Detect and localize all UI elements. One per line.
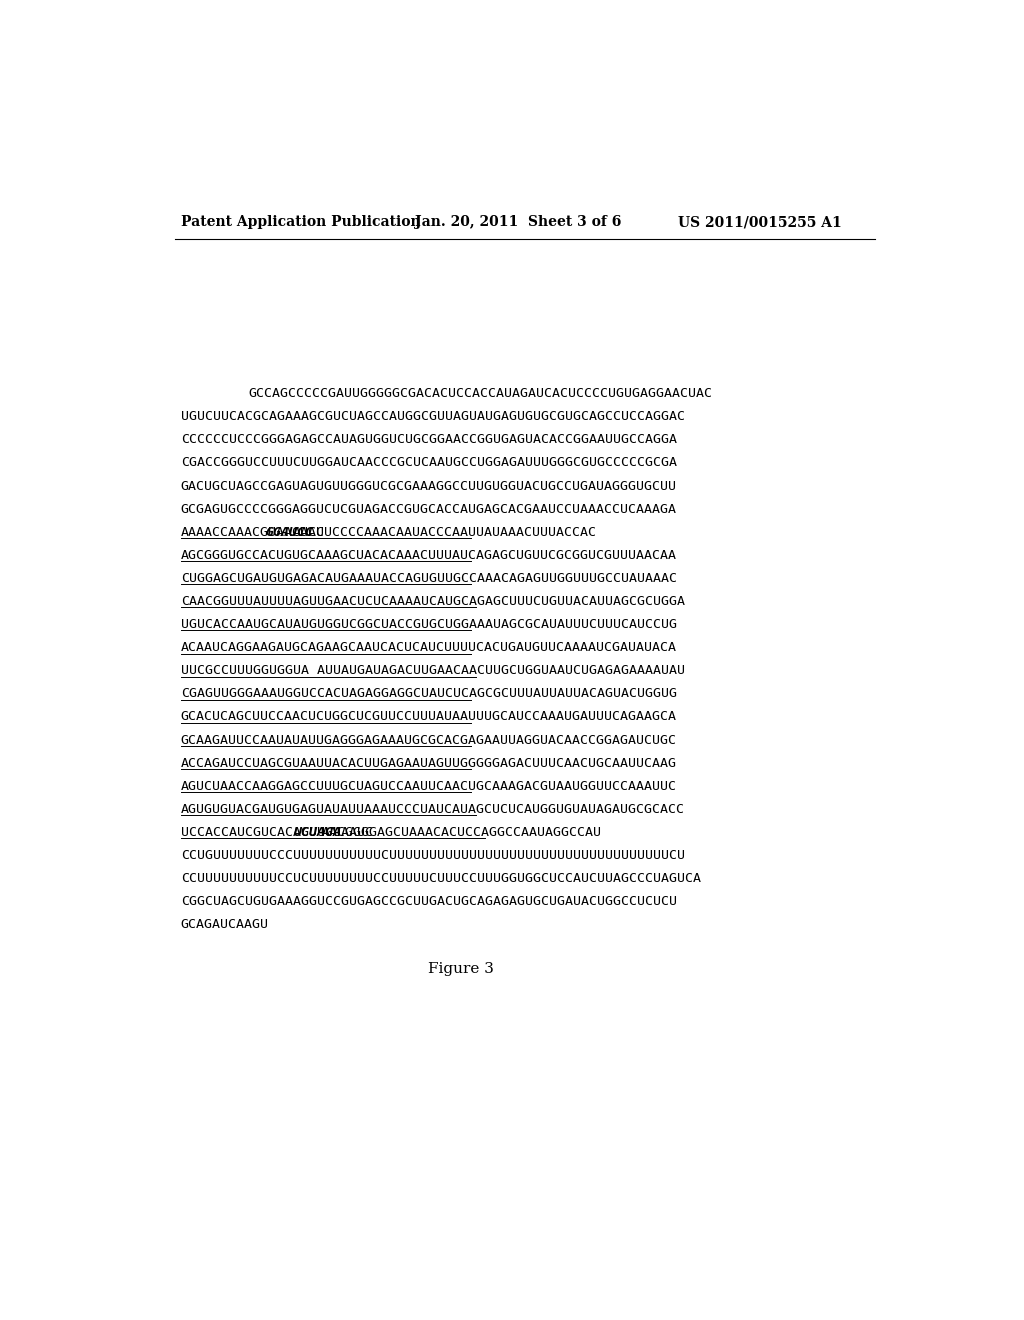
Text: ACCAGAUCCUAGCGUAAUUACACUUGAGAAUAGUUGGGGGAGACUUUCAACUGCAAUUCAAG: ACCAGAUCCUAGCGUAAUUACACUUGAGAAUAGUUGGGGG… <box>180 756 677 770</box>
Text: GACUGCUAGCCGAGUAGUGUUGGGUCGCGAAAGGCCUUGUGGUACUGCCUGAUAGGGUGCUU: GACUGCUAGCCGAGUAGUGUUGGGUCGCGAAAGGCCUUGU… <box>180 479 677 492</box>
Text: GCAGAUCAAGU: GCAGAUCAAGU <box>180 919 268 932</box>
Text: GCCAGCCCCCGAUUGGGGGCGACACUCCACCAUAGAUCACUCCCCUGUGAGGAACUAC: GCCAGCCCCCGAUUGGGGGCGACACUCCACCAUAGAUCAC… <box>248 387 712 400</box>
Text: Figure 3: Figure 3 <box>428 962 495 975</box>
Text: US 2011/0015255 A1: US 2011/0015255 A1 <box>678 215 842 230</box>
Text: UCCACCAUCGUCACAGUUUUAAUC: UCCACCAUCGUCACAGUUUUAAUC <box>180 826 373 840</box>
Text: GCACUCAGCUUCCAACUCUGGCUCGUUCCUUUAUAAUUUGCAUCCAAAUGAUUUCAGAAGCA: GCACUCAGCUUCCAACUCUGGCUCGUUCCUUUAUAAUUUG… <box>180 710 677 723</box>
Text: AUAUUCCCCAAACAAUACCCAAUUAUAAACUUUACCAC: AUAUUCCCCAAACAAUACCCAAUUAUAAACUUUACCAC <box>293 525 597 539</box>
Text: GCAAGAUUCCAAUAUAUUGAGGGAGAAAUGCGCACGAGAAUUAGGUACAACCGGAGAUCUGC: GCAAGAUUCCAAUAUAUUGAGGGAGAAAUGCGCACGAGAA… <box>180 734 677 747</box>
Text: UCUAGA: UCUAGA <box>293 826 341 840</box>
Text: CCCCCCUCCCGGGAGAGCCAUAGUGGUCUGCGGAACCGGUGAGUACACCGGAAUUGCCAGGA: CCCCCCUCCCGGGAGAGCCAUAGUGGUCUGCGGAACCGGU… <box>180 433 677 446</box>
Text: AGUGUGUACGAUGUGAGUAUAUUAAAUCCCUAUCAUAGCUCUCAUGGUGUAUAGAUGCGCACC: AGUGUGUACGAUGUGAGUAUAUUAAAUCCCUAUCAUAGCU… <box>180 803 685 816</box>
Text: CCUUUUUUUUUUCCUCUUUUUUUUCCUUUUUCUUUCCUUUGGUGGCUCCAUCUUAGCCCUAGUCA: CCUUUUUUUUUUCCUCUUUUUUUUCCUUUUUCUUUCCUUU… <box>180 873 700 886</box>
Text: UGUCUUCACGCAGAAAGCGUCUAGCCAUGGCGUUAGUAUGAGUGUGCGUGCAGCCUCCAGGAC: UGUCUUCACGCAGAAAGCGUCUAGCCAUGGCGUUAGUAUG… <box>180 411 685 424</box>
Text: AACGGGGAGCUAAACACUCCAGGCCAAUAGGCCAU: AACGGGGAGCUAAACACUCCAGGCCAAUAGGCCAU <box>322 826 601 840</box>
Text: AGUCUAACCAAGGAGCCUUUGCUAGUCCAAUUCAACUGCAAAGACGUAAUGGUUCCAAAUUC: AGUCUAACCAAGGAGCCUUUGCUAGUCCAAUUCAACUGCA… <box>180 780 677 793</box>
Text: AAAACCAAACGUAACACC: AAAACCAAACGUAACACC <box>180 525 325 539</box>
Text: CAACGGUUUAUUUUAGUUGAACUCUCAAAAUCAUGCAGAGCUUUCUGUUACAUUAGCGCUGGA: CAACGGUUUAUUUUAGUUGAACUCUCAAAAUCAUGCAGAG… <box>180 595 685 609</box>
Text: GGAUCC: GGAUCC <box>265 525 313 539</box>
Text: UGUCACCAAUGCAUAUGUGGUCGGCUACCGUGCUGGAAAUAGCGCAUAUUUCUUUCAUCCUG: UGUCACCAAUGCAUAUGUGGUCGGCUACCGUGCUGGAAAU… <box>180 618 677 631</box>
Text: GCGAGUGCCCCGGGAGGUCUCGUAGACCGUGCACCAUGAGCACGAAUCCUAAACCUCAAAGA: GCGAGUGCCCCGGGAGGUCUCGUAGACCGUGCACCAUGAG… <box>180 503 677 516</box>
Text: Patent Application Publication: Patent Application Publication <box>180 215 420 230</box>
Text: ACAAUCAGGAAGAUGCAGAAGCAAUCACUCAUCUUUUCACUGAUGUUCAAAAUCGAUAUACA: ACAAUCAGGAAGAUGCAGAAGCAAUCACUCAUCUUUUCAC… <box>180 642 677 655</box>
Text: Jan. 20, 2011  Sheet 3 of 6: Jan. 20, 2011 Sheet 3 of 6 <box>415 215 622 230</box>
Text: AGCGGGUGCCACUGUGCAAAGCUACACAAACUUUAUCAGAGCUGUUCGCGGUCGUUUAACAA: AGCGGGUGCCACUGUGCAAAGCUACACAAACUUUAUCAGA… <box>180 549 677 562</box>
Text: CGGCUAGCUGUGAAAGGUCCGUGAGCCGCUUGACUGCAGAGAGUGCUGAUACUGGCCUCUCU: CGGCUAGCUGUGAAAGGUCCGUGAGCCGCUUGACUGCAGA… <box>180 895 677 908</box>
Text: CGACCGGGUCCUUUCUUGGAUCAACCCGCUCAAUGCCUGGAGAUUUGGGCGUGCCCCCGCGA: CGACCGGGUCCUUUCUUGGAUCAACCCGCUCAAUGCCUGG… <box>180 457 677 470</box>
Text: UUCGCCUUUGGUGGUA AUUAUGAUAGACUUGAACAACUUGCUGGUAAUCUGAGAGAAAAUAU: UUCGCCUUUGGUGGUA AUUAUGAUAGACUUGAACAACUU… <box>180 664 685 677</box>
Text: CCUGUUUUUUUCCCUUUUUUUUUUUCUUUUUUUUUUUUUUUUUUUUUUUUUUUUUUUUUUUCU: CCUGUUUUUUUCCCUUUUUUUUUUUCUUUUUUUUUUUUUU… <box>180 849 685 862</box>
Text: CUGGAGCUGAUGUGAGACAUGAAAUACCAGUGUUGCCAAACAGAGUUGGUUUGCCUAUAAAC: CUGGAGCUGAUGUGAGACAUGAAAUACCAGUGUUGCCAAA… <box>180 572 677 585</box>
Text: CGAGUUGGGAAAUGGUCCACUAGAGGAGGCUAUCUCAGCGCUUUAUUAUUACAGUACUGGUG: CGAGUUGGGAAAUGGUCCACUAGAGGAGGCUAUCUCAGCG… <box>180 688 677 701</box>
